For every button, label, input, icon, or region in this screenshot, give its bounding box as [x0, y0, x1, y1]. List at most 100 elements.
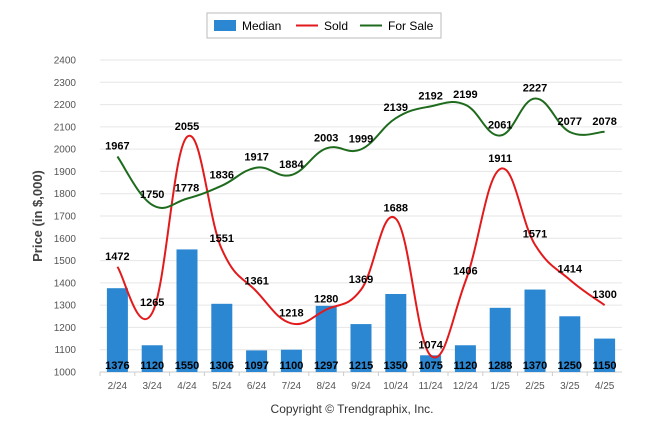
- median-value-label: 1550: [175, 360, 199, 372]
- sold-value-label: 1280: [314, 294, 338, 306]
- y-tick-label: 1700: [54, 212, 77, 223]
- for-sale-value-label: 2199: [453, 89, 477, 101]
- median-bar: [489, 307, 511, 372]
- y-tick-label: 2400: [54, 56, 77, 67]
- median-bar: [524, 289, 546, 372]
- median-value-label: 1288: [488, 360, 512, 372]
- y-tick-label: 2200: [54, 100, 77, 111]
- for-sale-value-label: 2061: [488, 120, 512, 132]
- x-tick-label: 8/24: [316, 381, 336, 392]
- median-bar: [280, 349, 302, 372]
- for-sale-value-label: 1778: [175, 183, 199, 195]
- x-tick-label: 3/24: [142, 381, 162, 392]
- y-tick-label: 2000: [54, 145, 77, 156]
- legend-box: [206, 12, 442, 39]
- sold-value-label: 1218: [279, 307, 303, 319]
- median-bar: [559, 316, 581, 372]
- median-value-label: 1120: [140, 360, 164, 372]
- median-value-label: 1215: [349, 360, 373, 372]
- x-tick-label: 12/24: [453, 381, 478, 392]
- for-sale-legend-label: For Sale: [388, 19, 434, 33]
- legend: Median Sold For Sale: [206, 12, 442, 39]
- x-tick-label: 10/24: [383, 381, 408, 392]
- for-sale-line: [116, 97, 605, 209]
- median-value-label: 1097: [244, 360, 268, 372]
- sold-value-label: 1414: [558, 264, 583, 276]
- y-tick-label: 2100: [54, 122, 77, 133]
- x-tick-label: 9/24: [351, 381, 371, 392]
- x-tick-label: 6/24: [247, 381, 267, 392]
- for-sale-value-label: 1884: [279, 159, 304, 171]
- median-bar: [454, 345, 476, 372]
- series-lines: [116, 97, 606, 359]
- for-sale-value-label: 2003: [314, 132, 338, 144]
- for-sale-value-label: 2139: [384, 102, 408, 114]
- median-bar: [211, 303, 233, 372]
- sold-line: [116, 134, 606, 359]
- median-bar: [141, 345, 163, 372]
- y-tick-label: 1900: [54, 167, 77, 178]
- sold-value-label: 1265: [140, 297, 164, 309]
- sold-value-label: 1369: [349, 274, 373, 286]
- for-sale-value-label: 2077: [558, 116, 582, 128]
- median-bar: [106, 288, 128, 372]
- x-tick-label: 5/24: [212, 381, 232, 392]
- median-legend-swatch: [214, 20, 236, 31]
- x-axis-ticks: 2/24 3/24 4/24 5/24 6/24 7/24 8/24 9/24 10/24 11/…: [99, 372, 615, 392]
- sold-value-label: 1406: [453, 266, 477, 278]
- sold-value-label: 1911: [488, 153, 512, 165]
- sold-value-label: 1571: [523, 229, 547, 241]
- for-sale-value-label: 1917: [244, 152, 268, 164]
- median-bar: [594, 338, 616, 372]
- y-tick-label: 1500: [54, 256, 77, 267]
- y-tick-label: 1600: [54, 234, 77, 245]
- y-tick-label: 1200: [54, 323, 77, 334]
- sold-value-label: 2055: [175, 121, 199, 133]
- y-tick-label: 1300: [54, 301, 77, 312]
- for-sale-value-label: 2078: [592, 116, 616, 128]
- sold-value-label: 1300: [592, 289, 616, 301]
- x-tick-label: 2/24: [108, 381, 128, 392]
- sold-value-label: 1361: [244, 276, 268, 288]
- y-tick-label: 1400: [54, 278, 77, 289]
- sold-value-label: 1688: [384, 203, 408, 215]
- median-bar: [176, 249, 198, 372]
- median-legend-label: Median: [242, 19, 281, 33]
- x-tick-label: 4/25: [595, 381, 615, 392]
- x-tick-label: 1/25: [490, 381, 510, 392]
- median-value-label: 1376: [105, 360, 129, 372]
- median-value-label: 1100: [279, 360, 303, 372]
- for-sale-value-label: 2192: [418, 90, 442, 102]
- median-bars: [106, 249, 616, 372]
- for-sale-value-label: 2227: [523, 83, 547, 95]
- y-axis-ticks: 1000 1100 1200 1300 1400 1500 1600 1700 1800 1900…: [54, 56, 77, 379]
- for-sale-value-label: 1967: [105, 140, 129, 152]
- median-value-label: 1306: [210, 360, 234, 372]
- median-value-label: 1297: [314, 360, 338, 372]
- y-tick-label: 1800: [54, 189, 77, 200]
- median-value-label: 1075: [418, 360, 442, 372]
- x-tick-label: 4/24: [177, 381, 197, 392]
- x-tick-label: 7/24: [282, 381, 302, 392]
- y-tick-label: 1100: [54, 345, 76, 356]
- median-value-label: 1120: [453, 360, 477, 372]
- median-value-label: 1350: [384, 360, 408, 372]
- median-bar: [350, 324, 372, 372]
- median-bar: [385, 294, 407, 372]
- data-labels: 1376 1120 1550 1306 1097 1100 1297 1215 1350 1075…: [105, 83, 617, 372]
- copyright-text: Copyright © Trendgraphix, Inc.: [271, 402, 434, 416]
- median-bar: [315, 305, 337, 372]
- y-axis-label: Price (in $,000): [30, 170, 45, 262]
- sold-legend-label: Sold: [324, 19, 348, 33]
- y-tick-label: 2300: [54, 78, 77, 89]
- median-value-label: 1250: [558, 360, 582, 372]
- median-value-label: 1370: [523, 360, 547, 372]
- sold-value-label: 1074: [418, 340, 443, 352]
- for-sale-value-label: 1836: [210, 170, 234, 182]
- median-bar: [246, 350, 268, 372]
- x-tick-label: 3/25: [560, 381, 580, 392]
- median-bar: [420, 355, 442, 372]
- median-value-label: 1150: [593, 360, 617, 372]
